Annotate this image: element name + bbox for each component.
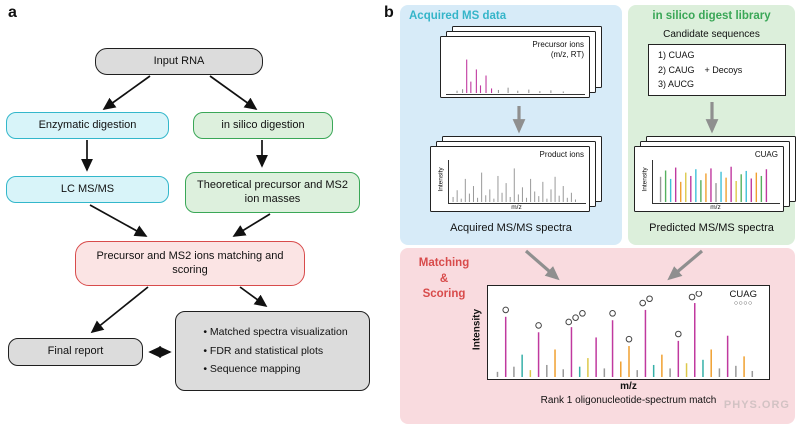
precursor-spectrum-plot [446,55,585,95]
panel-b-label: b [384,4,394,21]
product-spectrum-card: Product ions Intensity m/z [430,146,590,212]
predicted-spectrum-card: CUAG Intensity m/z [634,146,784,212]
predicted-spectra-stack: CUAG Intensity m/z [634,136,796,214]
precursor-card-title: Precursor ions (m/z, RT) [532,40,584,59]
predicted-spectrum [659,166,768,202]
arrow-input-to-insilico [209,75,258,110]
arrow-matching-to-outputs [239,286,268,308]
output-item: Matched spectra visualization [203,323,348,341]
flow-input-rna: Input RNA [95,48,263,75]
predicted-caption: Predicted MS/MS spectra [649,222,774,234]
decoys-label: + Decoys [704,65,743,75]
product-spectrum [452,168,576,202]
product-spectrum-plot [448,160,586,204]
flow-outputs-box: Matched spectra visualization FDR and st… [175,311,370,391]
output-item: Sequence mapping [203,360,347,378]
output-item: FDR and statistical plots [203,342,347,360]
flow-enzymatic-digestion: Enzymatic digestion [6,112,169,139]
flow-theoretical-masses: Theoretical precursor and MS2 ion masses [185,172,360,213]
arrow-theoretical-to-matching [232,213,271,237]
flow-final-report: Final report [8,338,143,366]
match-caption: Rank 1 oligonucleotide-spectrum match [540,395,717,406]
predicted-spectrum-plot [652,160,780,204]
candidate-sequences-title: Candidate sequences [663,29,760,40]
candidate-list: 1) CUAG 2) CAUG 3) AUCG [658,50,695,90]
flow-lc-msms: LC MS/MS [6,176,169,203]
flow-in-silico-digestion: in silico digestion [193,112,333,139]
precursor-spectra-stack: Precursor ions (m/z, RT) [440,26,602,100]
arrow-lcms-to-matching [89,204,148,237]
predicted-card-title: CUAG [754,150,778,159]
product-spectra-stack: Product ions Intensity m/z [430,136,602,214]
precursor-spectrum-card: Precursor ions (m/z, RT) [440,36,590,98]
match-spectrum [496,291,754,377]
arrow-matching-to-report [90,286,149,334]
predicted-y-axis-label: Intensity [641,167,649,192]
match-annotation-sequence: CUAG [729,289,757,300]
panel-a-label: a [8,4,17,21]
match-annotation: CUAG ○○○○ [729,289,757,308]
product-y-axis-label: Intensity [437,167,445,192]
candidate-sequences-box: 1) CUAG 2) CAUG 3) AUCG + Decoys [648,44,786,96]
acquired-caption: Acquired MS/MS spectra [450,222,572,234]
watermark: PHYS.ORG [723,399,790,411]
match-x-axis-label: m/z [620,381,637,392]
predicted-x-axis-label: m/z [710,204,721,211]
match-y-axis-label: Intensity [471,308,483,351]
acquired-ms-label: Acquired MS data [409,10,507,22]
matching-scoring-label: Matching & Scoring [418,257,470,301]
flow-matching-scoring: Precursor and MS2 ions matching and scor… [75,241,305,286]
match-spectrum-plot: CUAG ○○○○ [487,285,770,380]
arrow-input-to-enzymatic [102,75,151,110]
product-card-title: Product ions [539,150,584,159]
precursor-spectrum [456,59,564,93]
match-annotation-circles: ○○○○ [733,300,753,308]
outputs-list: Matched spectra visualization FDR and st… [197,323,348,378]
library-label: in silico digest library [652,10,771,22]
product-x-axis-label: m/z [511,204,522,211]
